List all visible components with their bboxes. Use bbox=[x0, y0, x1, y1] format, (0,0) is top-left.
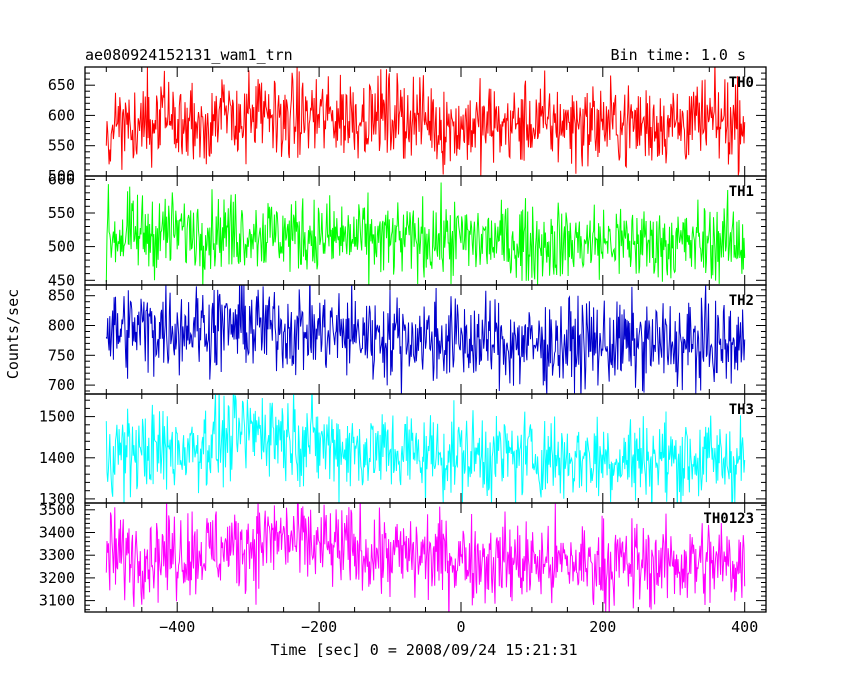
series-line-th1 bbox=[105, 182, 746, 285]
y-tick-label: 3400 bbox=[39, 524, 75, 542]
x-tick-label: −400 bbox=[159, 618, 195, 636]
x-tick-label: −200 bbox=[301, 618, 337, 636]
y-tick-label: 3100 bbox=[39, 592, 75, 610]
series-line-th3 bbox=[105, 394, 746, 503]
y-tick-label: 1300 bbox=[39, 490, 75, 508]
panel-th1: 450 500 550 600 TH1 bbox=[48, 170, 767, 289]
x-tick-label: 0 bbox=[456, 618, 465, 636]
y-tick-label: 600 bbox=[48, 170, 75, 188]
panel-label: TH1 bbox=[729, 184, 754, 200]
y-tick-label: 550 bbox=[48, 204, 75, 222]
x-axis-label: Time [sec] 0 = 2008/09/24 15:21:31 bbox=[270, 641, 577, 659]
y-tick-label: 3200 bbox=[39, 569, 75, 587]
y-tick-label: 1500 bbox=[39, 408, 75, 426]
panel-label: TH2 bbox=[729, 293, 754, 309]
y-tick-label: 850 bbox=[48, 287, 75, 305]
x-tick-label: 400 bbox=[731, 618, 758, 636]
panel-th2: 700 750 800 850 TH2 bbox=[48, 284, 767, 395]
panel-label: TH3 bbox=[729, 402, 754, 418]
y-tick-label: 700 bbox=[48, 376, 75, 394]
panel-label: TH0 bbox=[729, 75, 754, 91]
y-tick-label: 600 bbox=[48, 106, 75, 124]
y-tick-label: 750 bbox=[48, 346, 75, 364]
series-line-th2 bbox=[105, 285, 746, 394]
panel-th3: 1300 1400 1500 TH3 bbox=[39, 393, 767, 508]
panels-group: 500 550 600 650 TH0 450 500 550 600 TH1 700 750 800 8… bbox=[39, 66, 767, 613]
y-tick-label: 450 bbox=[48, 271, 75, 289]
y-tick-label: 1400 bbox=[39, 449, 75, 467]
y-tick-label: 650 bbox=[48, 76, 75, 94]
y-tick-label: 800 bbox=[48, 317, 75, 335]
bin-time-label: Bin time: 1.0 s bbox=[611, 46, 746, 64]
y-tick-label: 500 bbox=[48, 238, 75, 256]
x-axis: −400 −200 0 200 400 bbox=[159, 618, 758, 636]
y-tick-label: 3500 bbox=[39, 501, 75, 519]
panel-label: TH0123 bbox=[703, 511, 754, 527]
panel-th0: 500 550 600 650 TH0 bbox=[48, 66, 767, 185]
y-axis-label: Counts/sec bbox=[4, 289, 22, 379]
y-tick-label: 3300 bbox=[39, 546, 75, 564]
x-tick-label: 200 bbox=[589, 618, 616, 636]
panel-th0123: 3100 3200 3300 3400 3500 TH0123 bbox=[39, 501, 767, 613]
series-line-th0 bbox=[105, 67, 746, 176]
series-line-th0123 bbox=[105, 503, 746, 612]
y-tick-label: 500 bbox=[48, 167, 75, 185]
chart-title: ae080924152131_wam1_trn bbox=[85, 46, 293, 64]
y-tick-label: 550 bbox=[48, 137, 75, 155]
